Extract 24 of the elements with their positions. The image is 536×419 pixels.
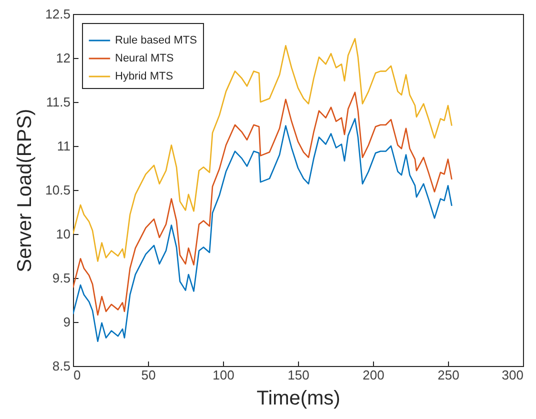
x-tick-label: 250 <box>438 368 460 382</box>
y-tick-label: 10.5 <box>45 182 70 198</box>
y-tick-label: 12.5 <box>45 6 70 22</box>
y-tick-label: 9.5 <box>52 270 70 286</box>
line-series <box>73 38 452 262</box>
x-axis-title: Time(ms) <box>256 388 340 410</box>
y-tick-label: 9 <box>63 314 70 330</box>
x-tick-label: 300 <box>502 368 524 382</box>
legend-label: Rule based MTS <box>115 34 197 46</box>
y-tick-label: 8.5 <box>52 358 70 374</box>
y-tick-label: 10 <box>56 226 70 242</box>
x-tick-label: 200 <box>362 368 384 382</box>
y-tick-label: 12 <box>56 50 70 66</box>
x-tick-label: 50 <box>141 368 156 382</box>
y-axis-title: Server Load(RPS) <box>14 108 36 272</box>
x-tick-label: 100 <box>212 368 234 382</box>
x-tick-label: 150 <box>288 368 310 382</box>
y-tick-label: 11.5 <box>46 94 70 110</box>
line-series <box>73 118 452 342</box>
legend-label: Hybrid MTS <box>115 70 174 82</box>
line-series <box>73 92 452 316</box>
legend-label: Neural MTS <box>115 52 174 64</box>
x-tick-label: 0 <box>74 368 81 382</box>
y-tick-label: 11 <box>57 138 70 154</box>
